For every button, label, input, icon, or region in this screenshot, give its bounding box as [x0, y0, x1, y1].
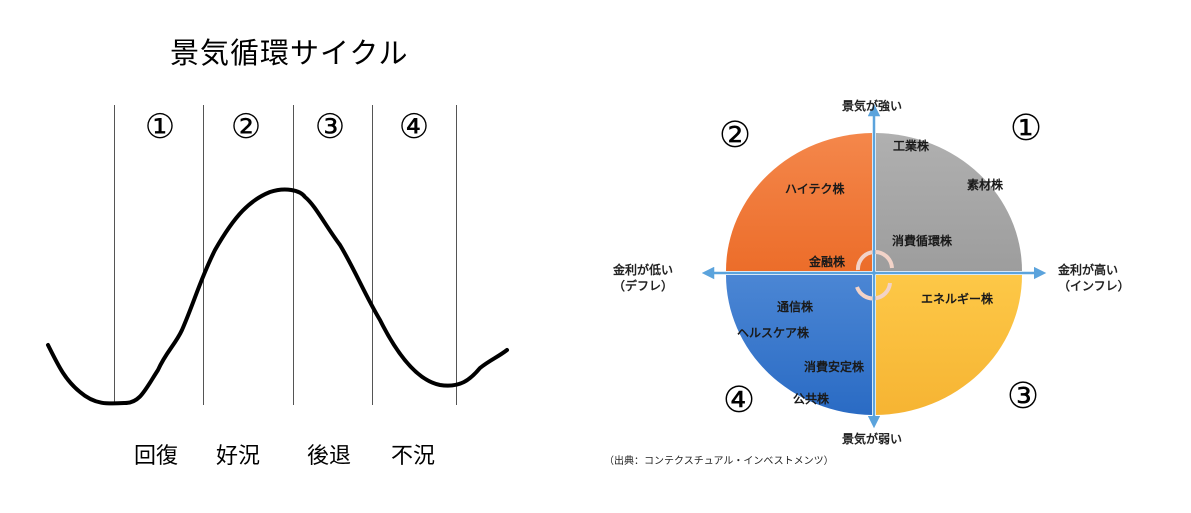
sector-high-tech: ハイテク株 [785, 182, 845, 196]
sector-materials: 素材株 [967, 178, 1004, 192]
phase-divider [293, 105, 294, 405]
phase-label-recovery: 回復 [134, 444, 179, 469]
axis-label-economy-strong: 景気が強い [842, 99, 903, 113]
quadrant-number-4: ④ [722, 380, 756, 421]
quadrant-number-1: ① [1009, 108, 1043, 149]
phase-divider [456, 105, 457, 405]
sector-financials: 金融株 [809, 255, 846, 269]
phase-divider [203, 105, 204, 405]
axis-label-deflation: （デフレ） [613, 279, 674, 293]
source-note: （出典：コンテクスチュアル・インベストメンツ） [604, 456, 834, 467]
axis-label-high-rates: 金利が高い [1058, 263, 1119, 277]
quadrant-4-bottom-left [726, 275, 872, 415]
sector-energy: エネルギー株 [921, 292, 994, 306]
axis-label-economy-weak: 景気が弱い [842, 432, 903, 446]
sector-consumer-cyclical: 消費循環株 [892, 234, 953, 248]
phase-number-3: ③ [314, 107, 346, 147]
phase-divider [114, 105, 115, 405]
phase-number-2: ② [230, 107, 262, 147]
sector-industrials: 工業株 [893, 139, 930, 153]
cycle-curve [46, 187, 509, 406]
phase-divider [372, 105, 373, 405]
phase-number-4: ④ [398, 107, 430, 147]
cycle-title: 景気循環サイクル [170, 36, 409, 70]
quadrant-1-top-right [876, 133, 1022, 271]
sector-healthcare: ヘルスケア株 [737, 326, 810, 340]
phase-label-recession: 後退 [307, 444, 352, 469]
sector-utilities: 公共株 [793, 392, 830, 406]
quadrant-number-2: ② [718, 115, 752, 156]
quadrant-3-bottom-right [876, 275, 1022, 415]
sector-rotation-chart [701, 103, 1047, 429]
axis-label-inflation: （インフレ） [1058, 279, 1130, 293]
quadrant-2-top-left [726, 133, 872, 271]
axis-label-low-rates: 金利が低い [613, 263, 674, 277]
phase-label-boom: 好況 [216, 444, 261, 469]
sector-telecom: 通信株 [777, 300, 814, 314]
quadrant-number-3: ③ [1006, 376, 1040, 417]
sector-consumer-staples: 消費安定株 [804, 360, 865, 374]
phase-label-depression: 不況 [391, 444, 436, 469]
phase-number-1: ① [144, 107, 176, 147]
